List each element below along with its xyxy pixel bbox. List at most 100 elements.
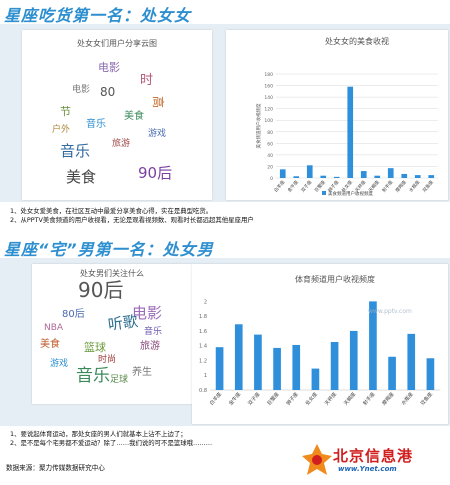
cloud2-word: 音乐: [76, 366, 110, 386]
bar: [428, 175, 435, 178]
bar: [293, 176, 300, 178]
bar: [387, 168, 394, 178]
y-tick-label: 20: [267, 164, 273, 170]
bar: [407, 333, 416, 390]
bar: [388, 356, 396, 390]
section1-title: 星座吃货第一名：处女女: [4, 6, 192, 25]
bar: [349, 330, 358, 390]
y-tick-label: 180: [264, 72, 273, 78]
chart-title: 处女女的美食收视: [325, 36, 389, 46]
bar: [306, 165, 313, 178]
x-tick-label: 天秤座: [323, 391, 338, 407]
bar: [234, 324, 243, 390]
x-tick-label: 射手座: [361, 391, 376, 407]
y-tick-label: 0: [270, 176, 273, 182]
cloud1-word: 节: [60, 105, 71, 118]
bar: [215, 347, 224, 390]
data-source: 数据来源：聚力传媒数据研究中心: [6, 464, 105, 472]
y-tick-label: 100: [264, 118, 273, 124]
logo-url: www.Ynet.com: [338, 465, 397, 473]
y-tick-label: 1.6: [199, 329, 207, 335]
x-tick-label: 金牛座: [286, 178, 300, 193]
y-tick-label: 2: [204, 299, 207, 305]
x-tick-label: 白羊座: [272, 178, 286, 193]
bar: [330, 342, 339, 390]
bar: [333, 176, 340, 178]
cloud-title-2: 处女男们关注什么: [80, 269, 144, 278]
site-logo: 北京信息港 www.Ynet.com: [300, 440, 446, 482]
logo-mark-icon: [302, 444, 332, 475]
bar: [374, 175, 381, 178]
note-line: 1、要说起体育运动，那处女座的男人们就基本上沾不上边了；: [10, 430, 187, 438]
cloud1-word: 户外: [52, 125, 71, 135]
x-tick-label: 白羊座: [208, 391, 223, 407]
x-tick-label: 摩羯座: [394, 178, 408, 193]
bar: [273, 347, 281, 390]
cloud2-word: 90后: [78, 278, 124, 302]
cloud2-word: 时尚: [98, 355, 117, 365]
y-tick-label: 120: [264, 107, 273, 113]
cloud-title-1: 处女女们用户分享云图: [77, 39, 157, 48]
x-tick-label: 水瓶座: [400, 391, 415, 407]
y-tick-label: 1: [204, 373, 207, 379]
x-tick-label: 射手座: [380, 178, 394, 193]
bar: [426, 358, 435, 390]
x-tick-label: 双鱼座: [421, 178, 435, 193]
sports-bar-chart: 体育频道用户收视频度 0.8 1 1.2 1.4 1.6 1.8 2 白羊座 金牛座 双子座 巨蟹座狮…: [199, 274, 440, 407]
x-tick-label: 处女座: [304, 391, 319, 407]
cloud1-word: 旅游: [112, 139, 131, 149]
cloud1-word: 电影: [98, 61, 120, 74]
x-tick-label: 双子座: [246, 391, 261, 407]
chart-panel-1: 处女女的美食收视 0 20 40 60 80 100 120 140 160 180 美食频道用户收视…: [226, 30, 448, 200]
cloud-panel-1: 处女女们用户分享云图 电影时 80 音乐 美食 90后 美食高节音乐 旅游 电影 游戏 户外: [22, 30, 212, 200]
note-line: 2、是不是每个宅男都不爱运动？除了……我们说的可不是篮球哦………: [10, 439, 213, 447]
cloud2-word: 听歌: [106, 312, 140, 335]
x-tick-label: 金牛座: [227, 391, 242, 407]
section2-notes: 1、要说起体育运动，那处女座的男人们就基本上沾不上边了； 2、是不是每个宅男都不…: [10, 430, 212, 448]
bar: [311, 368, 320, 390]
cloud2-word: 美食: [40, 339, 60, 350]
bar: [360, 171, 367, 178]
cloud1-word: 电影: [72, 85, 91, 95]
cloud1-word: 游戏: [148, 129, 167, 139]
logo-text: 北京信息港: [333, 447, 414, 465]
y-axis-label: 美食频道用户收视频度: [255, 103, 262, 148]
cloud1-word: 高: [151, 95, 166, 109]
cloud2-word: 音乐: [144, 327, 163, 337]
cloud2-word: 旅游: [140, 341, 160, 352]
food-bar-chart: 处女女的美食收视 0 20 40 60 80 100 120 140 160 180 美食频道用户收视…: [255, 36, 438, 197]
word-cloud-2: 90后 电影 听歌 音乐 养生 美食 篮球 80后 旅游 NBA 时尚 游戏 音乐 足球: [40, 280, 180, 402]
bar: [414, 175, 421, 178]
section2-title: 星座“宅”男第一名：处女男: [4, 240, 214, 259]
cloud2-word: NBA: [44, 323, 64, 333]
y-tick-label: 1.2: [199, 358, 207, 364]
cloud1-word: 美食: [124, 111, 144, 122]
bar: [254, 334, 262, 390]
cloud2-word: 电影: [132, 304, 163, 322]
cloud1-word: 美食: [66, 168, 97, 186]
cloud-panel-2: 处女男们关注什么 90后 电影 听歌 音乐 养生 美食 篮球 80后 旅游 NBA 时尚 游戏 音乐 足球: [32, 264, 192, 404]
cloud2-word: 篮球: [84, 341, 106, 354]
cloud1-word: 音乐: [60, 142, 91, 160]
y-tick-label: 140: [264, 95, 273, 101]
word-cloud-1: 电影时 80 音乐 美食 90后 美食高节音乐 旅游 电影 游戏 户外: [52, 56, 182, 196]
y-tick-label: 0.8: [199, 388, 207, 394]
x-tick-label: 双子座: [299, 178, 313, 193]
section1-notes: 1、处女女爱美食，在社区互动中最爱分享美食心得，实在是典型吃货。 2、从PPTV…: [10, 207, 254, 225]
note-line: 2、从PPTV美食频道的用户收视看，无论是观看视频数、观看时长都远超其他星座用户: [10, 216, 254, 224]
y-tick-label: 1.4: [199, 344, 207, 350]
cloud1-word: 90后: [138, 164, 173, 182]
x-tick-label: 摩羯座: [381, 391, 396, 407]
y-tick-label: 1.8: [199, 314, 207, 320]
y-tick-label: 60: [267, 141, 273, 147]
bar: [369, 301, 377, 390]
x-tick-label: 水瓶座: [407, 178, 421, 193]
cloud2-word: 足球: [110, 375, 129, 385]
cloud2-word: 养生: [132, 367, 152, 378]
bar: [320, 175, 327, 178]
y-tick-label: 80: [267, 130, 273, 136]
cloud1-word: 音乐: [86, 119, 106, 130]
chart-panel-2: 体育频道用户收视频度 0.8 1 1.2 1.4 1.6 1.8 2 白羊座 金牛座 双子座 巨蟹座狮…: [192, 264, 448, 424]
x-tick-label: 双鱼座: [419, 391, 434, 407]
bar: [401, 173, 408, 178]
